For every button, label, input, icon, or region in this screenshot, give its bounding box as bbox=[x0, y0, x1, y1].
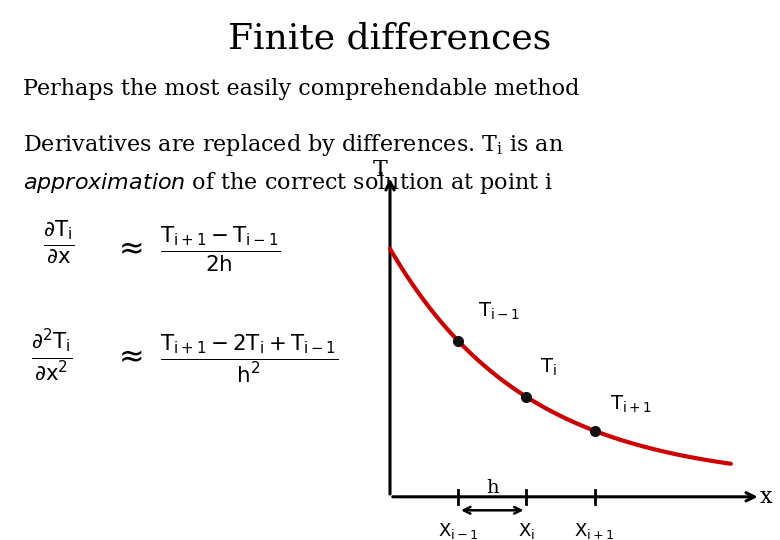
Text: x: x bbox=[760, 486, 772, 508]
Text: $\mathrm{X_i}$: $\mathrm{X_i}$ bbox=[518, 521, 535, 540]
Text: $\mathrm{X_{i-1}}$: $\mathrm{X_{i-1}}$ bbox=[438, 521, 478, 540]
Text: $\mathit{approximation}$ of the correct solution at point i: $\mathit{approximation}$ of the correct … bbox=[23, 170, 553, 196]
Text: Finite differences: Finite differences bbox=[229, 22, 551, 56]
Text: Perhaps the most easily comprehendable method: Perhaps the most easily comprehendable m… bbox=[23, 78, 580, 100]
Text: $\mathrm{T_{i-1}}$: $\mathrm{T_{i-1}}$ bbox=[477, 301, 519, 322]
Text: h: h bbox=[486, 479, 498, 497]
Text: $\approx\ \frac{\mathrm{T_{i+1}}-2\mathrm{T_i}+\mathrm{T_{i-1}}}{\mathrm{h}^2}$: $\approx\ \frac{\mathrm{T_{i+1}}-2\mathr… bbox=[113, 332, 339, 385]
Text: T: T bbox=[373, 159, 388, 181]
Text: $\approx\ \frac{\mathrm{T_{i+1}}-\mathrm{T_{i-1}}}{\mathrm{2h}}$: $\approx\ \frac{\mathrm{T_{i+1}}-\mathrm… bbox=[113, 224, 280, 274]
Text: $\mathrm{T_i}$: $\mathrm{T_i}$ bbox=[541, 356, 557, 378]
Text: Derivatives are replaced by differences. $\mathregular{T_i}$ is an: Derivatives are replaced by differences.… bbox=[23, 132, 564, 158]
Text: $\mathrm{T_{i+1}}$: $\mathrm{T_{i+1}}$ bbox=[610, 393, 652, 415]
Text: $\frac{\partial^2 \mathrm{T_i}}{\partial \mathrm{x}^2}$: $\frac{\partial^2 \mathrm{T_i}}{\partial… bbox=[31, 327, 73, 385]
Text: $\frac{\partial \mathrm{T_i}}{\partial \mathrm{x}}$: $\frac{\partial \mathrm{T_i}}{\partial \… bbox=[43, 219, 74, 267]
Text: $\mathrm{X_{i+1}}$: $\mathrm{X_{i+1}}$ bbox=[574, 521, 615, 540]
